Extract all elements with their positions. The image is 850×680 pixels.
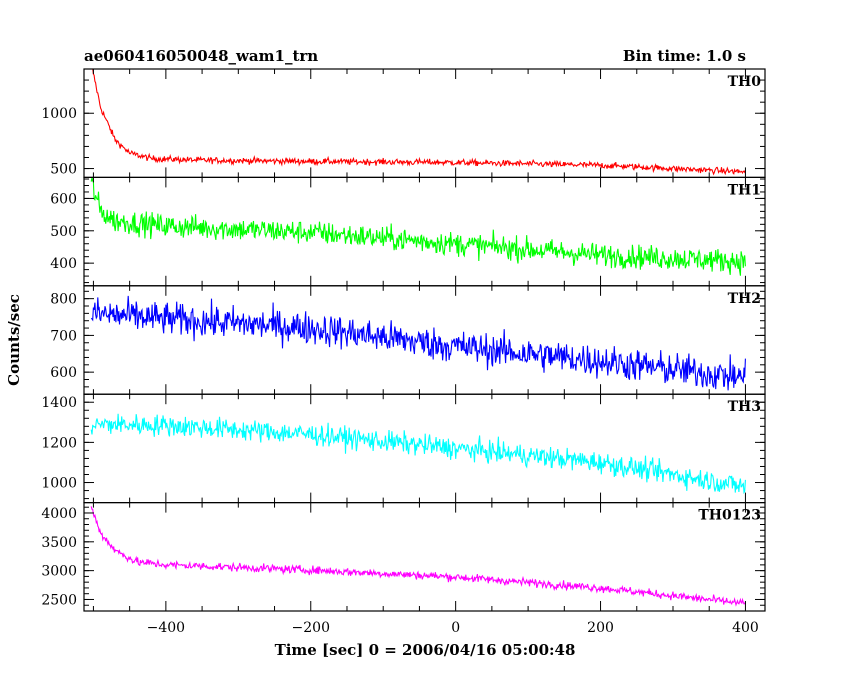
x-axis-label: Time [sec] 0 = 2006/04/16 05:00:48 xyxy=(275,641,576,659)
series-line-th0 xyxy=(92,69,746,176)
y-tick-label: 700 xyxy=(50,328,77,344)
series-line-th2 xyxy=(90,295,746,391)
y-tick-label: 1000 xyxy=(41,106,77,122)
series-line-th1 xyxy=(90,177,746,276)
y-tick-label: 1200 xyxy=(41,435,77,451)
panel-label-th1: TH1 xyxy=(728,182,761,198)
x-tick-label: 200 xyxy=(587,620,614,636)
x-tick-label: 400 xyxy=(732,620,759,636)
y-tick-label: 1000 xyxy=(41,476,77,492)
bin-time-label: Bin time: 1.0 s xyxy=(623,47,746,65)
panel-label-th0123: TH0123 xyxy=(698,508,761,524)
y-tick-label: 600 xyxy=(50,365,77,381)
y-tick-label: 800 xyxy=(50,292,77,308)
panels-group: 500 1000 TH0 400 500 600 TH1 600 700 800 TH2 1000 12… xyxy=(41,68,766,636)
y-axis-label: Counts/sec xyxy=(5,294,23,386)
panel-label-th0: TH0 xyxy=(728,74,762,90)
y-tick-label: 400 xyxy=(50,256,77,272)
x-tick-label: 0 xyxy=(451,620,460,636)
panel-frame-th0123 xyxy=(83,502,766,612)
series-line-th0123 xyxy=(90,506,746,607)
panel-label-th2: TH2 xyxy=(728,291,761,307)
panel-frame-th1 xyxy=(83,176,766,287)
y-tick-label: 600 xyxy=(50,191,77,207)
x-tick-label: −400 xyxy=(147,620,185,636)
y-tick-label: 1400 xyxy=(41,395,77,411)
panel-label-th3: TH3 xyxy=(728,399,761,415)
y-tick-label: 2500 xyxy=(41,592,77,608)
y-tick-label: 4000 xyxy=(41,506,77,522)
x-tick-label: −200 xyxy=(292,620,330,636)
chart-title: ae060416050048_wam1_trn xyxy=(84,47,318,65)
y-tick-label: 500 xyxy=(50,224,77,240)
series-line-th3 xyxy=(90,413,746,495)
y-tick-label: 3500 xyxy=(41,535,77,551)
y-tick-label: 3000 xyxy=(41,564,77,580)
y-tick-label: 500 xyxy=(50,162,77,178)
